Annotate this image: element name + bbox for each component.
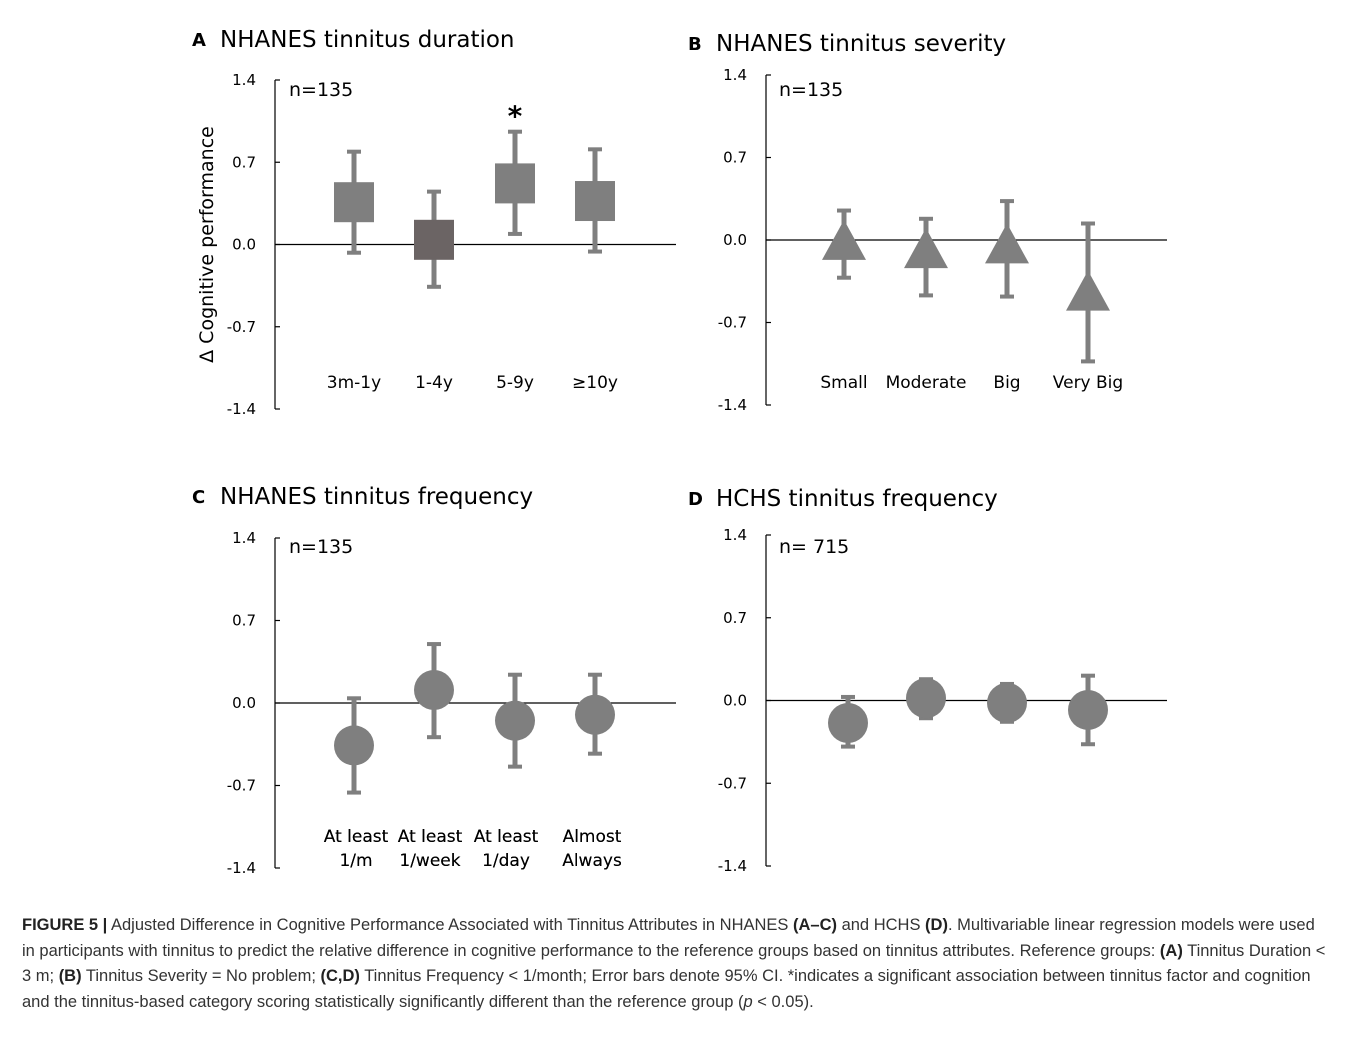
caption-ref: (D) (925, 916, 948, 934)
y-tick-label: 0.7 (232, 153, 256, 171)
y-tick-label: 0.0 (232, 694, 256, 712)
x-category-label: 1/day (482, 851, 530, 871)
chart-title: HCHS tinnitus frequency (716, 486, 998, 512)
caption-figure-label: FIGURE 5 | (22, 916, 108, 934)
chart-panel-a: A NHANES tinnitus duration 1.4 0.7 0.0 -0.7 -1… (192, 27, 676, 418)
x-category-label: 1/week (399, 851, 460, 871)
data-point-circle (495, 700, 535, 741)
x-category-label: Almost (563, 827, 622, 847)
x-category-label: 1/m (339, 851, 372, 871)
figure-caption: FIGURE 5 | Adjusted Difference in Cognit… (22, 913, 1332, 1015)
significance-marker: * (508, 100, 523, 133)
caption-text: and HCHS (837, 916, 926, 934)
chart-title: NHANES tinnitus severity (716, 31, 1006, 57)
panel-letter: A (192, 30, 206, 51)
panel-letter: B (688, 34, 702, 55)
n-label: n=135 (779, 79, 843, 101)
y-tick-label: 1.4 (723, 526, 747, 544)
x-category-label: 1-4y (415, 373, 453, 393)
chart-title: NHANES tinnitus duration (220, 27, 515, 53)
data-point-triangle (1066, 270, 1110, 311)
data-point-square (334, 182, 374, 223)
x-category-label: Small (820, 373, 867, 393)
chart-panel-d: D HCHS tinnitus frequency 1.4 0.7 0.0 -0.7 -1.… (324, 486, 1167, 875)
x-category-label: Big (993, 373, 1020, 393)
y-tick-label: 0.7 (232, 612, 256, 630)
data-point-triangle (904, 228, 948, 269)
data-point-circle (1068, 689, 1108, 730)
n-label: n=135 (289, 536, 353, 558)
x-category-label: At least (474, 827, 539, 847)
panel-letter: C (192, 487, 205, 508)
caption-p-symbol: p (743, 992, 753, 1011)
x-category-label: 5-9y (496, 373, 534, 393)
y-tick-label: -1.4 (227, 859, 256, 877)
caption-text: Tinnitus Frequency < 1/month; Error bars… (22, 967, 1311, 1011)
x-category-label: ≥10y (572, 373, 618, 393)
data-point-circle (334, 725, 374, 766)
y-tick-label: -0.7 (718, 314, 747, 332)
chart-panel-c: C NHANES tinnitus frequency 1.4 0.7 0.0 -0.7 -… (192, 484, 676, 877)
y-axis-label: Δ Cognitive performance (196, 126, 218, 363)
caption-ref: (C,D) (320, 967, 360, 985)
chart-title: NHANES tinnitus frequency (220, 484, 533, 510)
y-tick-label: 1.4 (232, 529, 256, 547)
caption-text: Tinnitus Duration < 3 m; (22, 941, 1326, 986)
y-tick-label: 0.7 (723, 149, 747, 167)
data-point-circle (575, 694, 615, 735)
x-category-label: Moderate (886, 373, 967, 393)
data-point-circle (414, 670, 454, 711)
data-point-square (495, 163, 535, 204)
y-tick-label: -1.4 (718, 396, 747, 414)
y-tick-label: 1.4 (232, 71, 256, 89)
caption-text: . Multivariable linear regression models… (22, 916, 1315, 960)
data-point-triangle (985, 223, 1029, 264)
y-tick-label: 0.0 (723, 231, 747, 249)
x-category-label: 1/week (399, 851, 460, 871)
x-category-label: Always (562, 851, 622, 871)
data-point-square (414, 219, 454, 260)
x-category-label: At least (324, 827, 389, 847)
n-label: n=135 (289, 79, 353, 101)
n-label: n= 715 (779, 536, 849, 558)
y-tick-label: 0.0 (232, 236, 256, 254)
y-tick-label: -0.7 (718, 774, 747, 792)
y-tick-label: 1.4 (723, 66, 747, 84)
y-tick-label: 0.7 (723, 609, 747, 627)
x-category-label: 1/m (339, 851, 372, 871)
x-category-label: Almost (563, 827, 622, 847)
x-category-label: Very Big (1053, 373, 1123, 393)
caption-ref: (A–C) (793, 916, 837, 934)
panel-letter: D (688, 489, 703, 510)
caption-text: Tinnitus Severity = No problem; (81, 967, 321, 985)
y-tick-label: -0.7 (227, 318, 256, 336)
data-point-circle (906, 678, 946, 719)
data-point-circle (828, 702, 868, 743)
x-category-label: 1/day (482, 851, 530, 871)
data-point-triangle (822, 219, 866, 260)
y-tick-label: 0.0 (723, 692, 747, 710)
data-point-circle (987, 682, 1027, 723)
y-tick-label: -0.7 (227, 777, 256, 795)
data-point-square (575, 181, 615, 222)
x-category-label: At least (398, 827, 463, 847)
caption-ref: (A) (1159, 941, 1183, 960)
caption-text: < 0.05). (752, 992, 814, 1011)
figure-canvas: A NHANES tinnitus duration 1.4 0.7 0.0 -0.7 -1… (192, 27, 1167, 877)
chart-panel-b: B NHANES tinnitus severity 1.4 0.7 0.0 -0.7 -1… (688, 31, 1167, 414)
y-tick-label: -1.4 (227, 400, 256, 418)
caption-ref: (B) (58, 967, 82, 985)
x-category-label: At least (474, 827, 539, 847)
y-tick-label: -1.4 (718, 857, 747, 875)
caption-text: Adjusted Difference in Cognitive Perform… (107, 916, 793, 934)
x-category-label: At least (324, 827, 389, 847)
x-category-label: Always (562, 851, 622, 871)
x-category-label: 3m-1y (327, 373, 381, 393)
x-category-label: At least (398, 827, 463, 847)
